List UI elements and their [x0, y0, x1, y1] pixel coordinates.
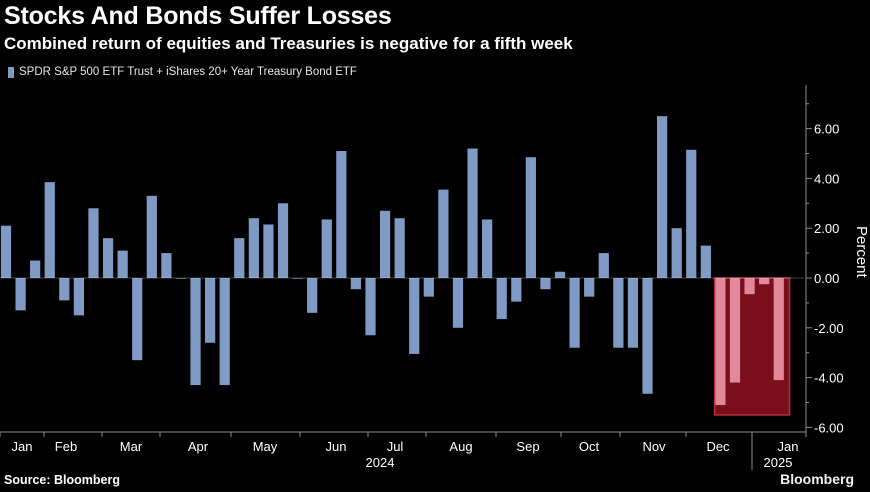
bar: [584, 278, 595, 297]
bar: [467, 148, 478, 278]
y-tick-label: -2.00: [814, 321, 844, 336]
bar: [511, 278, 522, 302]
bar: [598, 253, 609, 278]
bar: [452, 278, 464, 328]
bar: [307, 278, 318, 313]
x-tick-label: Oct: [579, 439, 600, 454]
bar: [59, 278, 70, 301]
bloomberg-logo: Bloomberg: [780, 471, 854, 487]
year-label: 2024: [366, 455, 395, 470]
bar: [365, 278, 376, 336]
highlight-bar: [744, 278, 755, 295]
highlight-bar: [729, 278, 741, 383]
bar: [248, 218, 259, 278]
bar: [132, 278, 143, 361]
bar: [627, 278, 639, 348]
y-tick-label: 4.00: [814, 171, 839, 186]
bar: [336, 151, 347, 278]
legend-swatch: [8, 66, 14, 78]
x-tick-label: Aug: [449, 439, 472, 454]
x-tick-label: Jun: [326, 439, 347, 454]
x-tick-label: Dec: [706, 439, 730, 454]
y-tick-label: -6.00: [814, 420, 844, 435]
bar: [613, 278, 624, 348]
legend-label: SPDR S&P 500 ETF Trust + iShares 20+ Yea…: [19, 66, 357, 78]
bar: [554, 271, 566, 278]
chart-legend: SPDR S&P 500 ETF Trust + iShares 20+ Yea…: [8, 66, 357, 78]
x-tick-label: Sep: [516, 439, 539, 454]
bar: [321, 219, 332, 278]
y-tick-label: 2.00: [814, 221, 839, 236]
x-tick-label: Jul: [387, 439, 404, 454]
bar: [219, 278, 230, 386]
bar: [671, 228, 682, 278]
bar: [642, 278, 653, 394]
bar: [205, 278, 216, 343]
bar: [409, 278, 420, 354]
bar: [350, 278, 362, 290]
y-tick-label: 0.00: [814, 271, 839, 286]
bar: [161, 253, 172, 278]
bar: [73, 278, 84, 316]
bar: [379, 210, 391, 278]
x-tick-label: May: [253, 439, 278, 454]
bar: [277, 203, 289, 278]
bar: [657, 116, 668, 279]
y-tick-label: 6.00: [814, 122, 839, 137]
bar: [88, 208, 99, 278]
bar: [234, 238, 245, 278]
x-tick-label: Jan: [12, 439, 33, 454]
bar: [15, 278, 26, 311]
bar: [44, 182, 55, 278]
x-tick-label: Nov: [642, 439, 666, 454]
bar: [686, 149, 697, 278]
bar: [525, 157, 536, 278]
chart-subtitle: Combined return of equities and Treasuri…: [4, 34, 573, 53]
highlight-bar: [759, 278, 770, 285]
year-label: 2025: [764, 455, 793, 470]
bar: [102, 238, 114, 278]
bar: [540, 278, 551, 290]
bar: [438, 189, 449, 278]
highlight-bar: [715, 278, 726, 405]
bar: [30, 260, 41, 278]
x-tick-label: Feb: [55, 439, 77, 454]
y-axis-label: Percent: [853, 226, 870, 279]
source-note: Source: Bloomberg: [4, 473, 120, 487]
bar: [496, 278, 507, 320]
bar: [423, 278, 434, 297]
bar: [569, 278, 580, 348]
bar: [263, 224, 274, 278]
bar: [394, 218, 405, 278]
bar: [0, 225, 12, 278]
x-tick-label: Jan: [778, 439, 799, 454]
bar: [146, 195, 157, 278]
x-tick-label: Mar: [120, 439, 143, 454]
bar: [117, 250, 128, 278]
x-tick-label: Apr: [188, 439, 209, 454]
bar: [190, 278, 201, 386]
highlight-bar: [773, 278, 784, 381]
bar: [482, 219, 493, 278]
y-tick-label: -4.00: [814, 371, 844, 386]
chart-title: Stocks And Bonds Suffer Losses: [4, 2, 392, 30]
bar: [700, 245, 711, 278]
